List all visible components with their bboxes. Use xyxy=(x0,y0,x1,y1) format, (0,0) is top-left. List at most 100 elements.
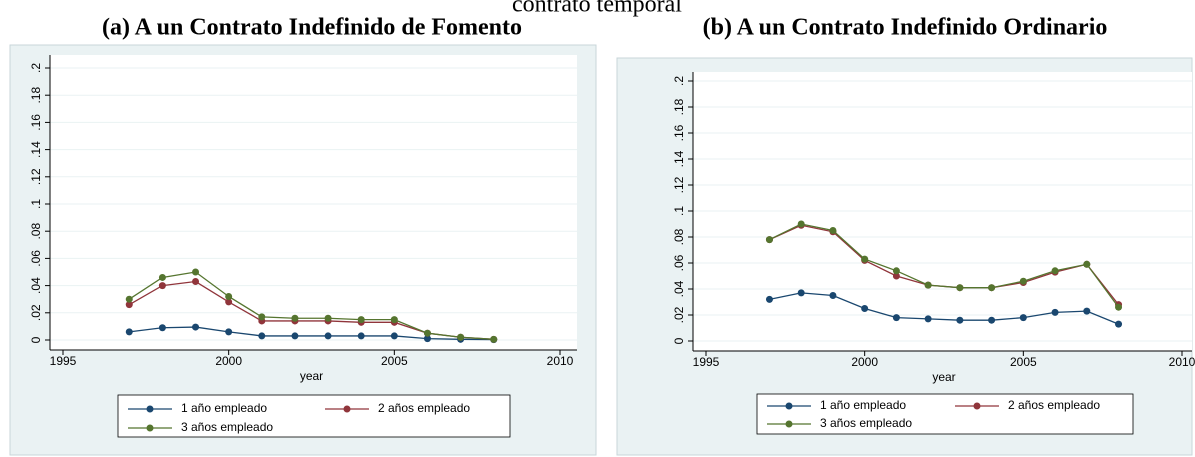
point xyxy=(324,332,332,340)
y-tick-label: .14 xyxy=(672,150,686,167)
point xyxy=(797,220,805,228)
series-line xyxy=(769,223,1120,308)
point xyxy=(924,315,932,323)
point xyxy=(892,314,900,322)
legend xyxy=(756,393,1134,435)
y-tick-label: .04 xyxy=(29,277,43,294)
point xyxy=(192,268,200,276)
point xyxy=(390,316,398,324)
series-line xyxy=(128,271,494,340)
point xyxy=(192,323,200,331)
point xyxy=(125,301,133,309)
point xyxy=(291,314,299,322)
point xyxy=(457,333,465,341)
y-tick-label: .1 xyxy=(29,199,43,209)
point xyxy=(956,284,964,292)
point xyxy=(861,305,869,312)
point xyxy=(765,295,773,303)
point xyxy=(892,267,900,275)
point xyxy=(158,273,166,281)
x-tick-label: 2000 xyxy=(215,354,242,368)
point xyxy=(1083,307,1091,315)
point xyxy=(390,332,398,340)
legend-marker xyxy=(146,424,154,432)
point xyxy=(225,328,233,336)
y-tick-label: .12 xyxy=(672,176,686,193)
point xyxy=(1051,267,1059,275)
legend-label: 2 años empleado xyxy=(1008,398,1100,412)
point xyxy=(956,316,964,324)
point xyxy=(829,227,837,234)
y-tick-label: 0 xyxy=(672,337,686,344)
x-tick-label: 2005 xyxy=(1010,355,1037,369)
point xyxy=(125,328,133,336)
x-tick-label: 1995 xyxy=(50,354,77,368)
legend xyxy=(117,394,511,438)
y-tick-label: .14 xyxy=(29,141,43,158)
point xyxy=(829,292,837,299)
x-tick-label: 1995 xyxy=(693,355,720,369)
chart-title: (a) A un Contrato Indefinido de Fomento xyxy=(102,15,522,41)
y-tick-label: .2 xyxy=(672,76,686,86)
legend-label: 3 años empleado xyxy=(820,416,912,430)
point xyxy=(423,335,431,343)
point xyxy=(1051,308,1059,316)
y-tick-label: .18 xyxy=(672,98,686,115)
legend-label: 2 años empleado xyxy=(378,401,470,415)
y-tick-label: .02 xyxy=(29,304,43,321)
legend-marker xyxy=(785,420,793,428)
y-tick-label: .04 xyxy=(672,280,686,297)
legend-marker xyxy=(343,405,351,413)
point xyxy=(192,278,200,286)
legend-marker xyxy=(973,402,981,410)
point xyxy=(892,272,900,280)
point xyxy=(423,329,431,337)
y-tick-label: .06 xyxy=(672,254,686,271)
point xyxy=(324,314,332,322)
x-tick-label: 2010 xyxy=(1169,355,1195,369)
point xyxy=(258,313,266,321)
chart-title: (b) A un Contrato Indefinido Ordinario xyxy=(703,15,1108,41)
y-tick-label: .08 xyxy=(29,223,43,240)
point xyxy=(490,335,498,343)
y-tick-label: .2 xyxy=(29,63,43,73)
legend-label: 3 años empleado xyxy=(181,420,273,434)
y-tick-label: .16 xyxy=(672,124,686,141)
y-tick-label: .02 xyxy=(672,306,686,323)
y-tick-label: .06 xyxy=(29,250,43,267)
point xyxy=(924,281,932,289)
y-tick-label: .12 xyxy=(29,168,43,185)
legend-marker xyxy=(785,402,793,410)
point xyxy=(1115,303,1123,311)
point xyxy=(1019,314,1027,322)
plot-area xyxy=(50,55,577,350)
series-line xyxy=(769,292,1119,325)
page-title: contrato temporal xyxy=(512,0,682,18)
point xyxy=(988,284,996,292)
point xyxy=(765,236,773,244)
point xyxy=(861,255,869,263)
y-tick-label: .18 xyxy=(29,87,43,104)
x-axis-label: year xyxy=(932,370,955,384)
legend-marker xyxy=(146,405,154,413)
point xyxy=(1083,260,1091,268)
x-tick-label: 2010 xyxy=(547,354,574,368)
point xyxy=(1115,320,1123,328)
point xyxy=(291,332,299,340)
x-axis-label: year xyxy=(300,369,323,383)
point xyxy=(125,295,133,303)
point xyxy=(225,292,233,300)
y-tick-label: 0 xyxy=(29,336,43,343)
point xyxy=(797,289,805,297)
y-tick-label: .08 xyxy=(672,228,686,245)
series-line xyxy=(129,326,494,341)
legend-label: 1 año empleado xyxy=(820,398,906,412)
y-tick-label: .16 xyxy=(29,114,43,131)
x-tick-label: 2000 xyxy=(851,355,878,369)
point xyxy=(988,316,996,324)
legend-label: 1 año empleado xyxy=(181,401,267,415)
x-tick-label: 2005 xyxy=(381,354,408,368)
point xyxy=(158,282,166,290)
point xyxy=(225,298,233,306)
